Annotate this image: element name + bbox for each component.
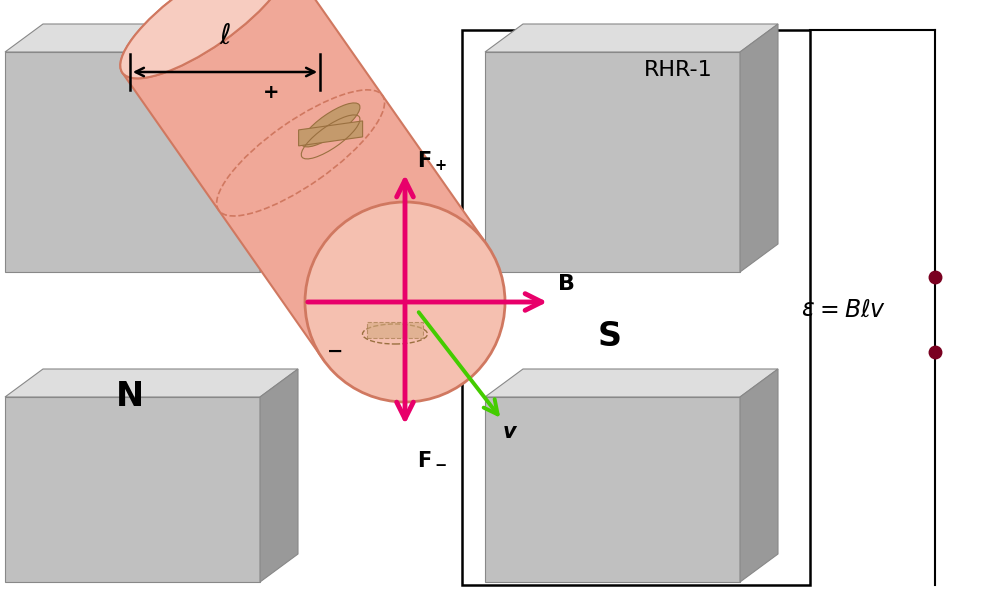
- Polygon shape: [740, 369, 778, 582]
- Text: B: B: [558, 274, 575, 294]
- Bar: [462, 30, 810, 585]
- Ellipse shape: [120, 0, 288, 78]
- Polygon shape: [5, 397, 260, 582]
- Text: N: N: [116, 380, 144, 414]
- Ellipse shape: [301, 103, 360, 147]
- Text: S: S: [598, 321, 622, 353]
- Text: −: −: [327, 342, 343, 361]
- Text: $\mathbf{F_-}$: $\mathbf{F_-}$: [417, 448, 447, 468]
- Polygon shape: [485, 24, 778, 52]
- Text: RHR-1: RHR-1: [644, 60, 712, 80]
- Polygon shape: [5, 24, 298, 52]
- Polygon shape: [485, 369, 778, 397]
- Text: $\varepsilon$: $\varepsilon$: [801, 297, 815, 322]
- Text: ℓ: ℓ: [219, 22, 231, 50]
- Ellipse shape: [120, 0, 288, 78]
- Polygon shape: [260, 24, 298, 272]
- Polygon shape: [5, 52, 260, 272]
- Polygon shape: [260, 369, 298, 582]
- Polygon shape: [740, 24, 778, 272]
- Polygon shape: [367, 322, 423, 338]
- Text: +: +: [262, 83, 279, 102]
- Text: $= B\ell v$: $= B\ell v$: [815, 297, 886, 322]
- Polygon shape: [485, 397, 740, 582]
- Polygon shape: [122, 0, 486, 359]
- Text: v: v: [504, 422, 517, 442]
- Text: $\mathbf{F_+}$: $\mathbf{F_+}$: [417, 149, 446, 173]
- Polygon shape: [485, 52, 740, 272]
- Polygon shape: [298, 121, 362, 146]
- Polygon shape: [5, 369, 298, 397]
- Ellipse shape: [305, 202, 505, 402]
